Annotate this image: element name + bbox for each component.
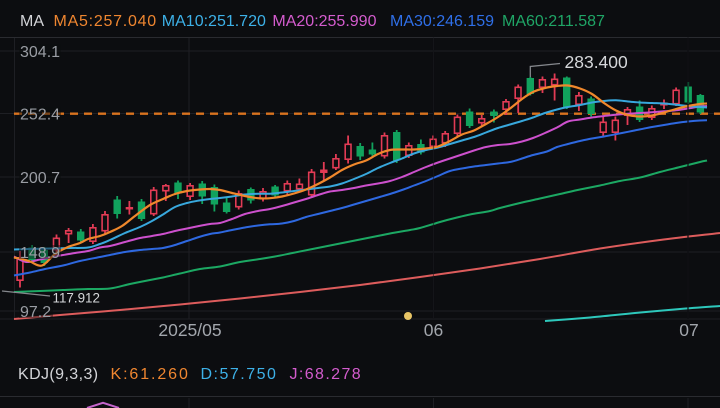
svg-text:MA10:251.720: MA10:251.720 bbox=[162, 13, 266, 30]
svg-text:200.7: 200.7 bbox=[20, 170, 60, 187]
svg-text:MA30:246.159: MA30:246.159 bbox=[390, 13, 494, 30]
svg-text:06: 06 bbox=[424, 320, 443, 340]
svg-text:KDJ(9,3,3): KDJ(9,3,3) bbox=[18, 366, 98, 383]
svg-text:252.4: 252.4 bbox=[20, 107, 60, 124]
svg-text:D:57.750: D:57.750 bbox=[201, 366, 278, 383]
svg-text:MA20:255.990: MA20:255.990 bbox=[272, 13, 376, 30]
svg-text:07: 07 bbox=[679, 320, 698, 340]
svg-text:J:68.278: J:68.278 bbox=[290, 366, 363, 383]
svg-text:MA60:211.587: MA60:211.587 bbox=[502, 13, 605, 30]
svg-text:MA: MA bbox=[20, 13, 44, 30]
svg-text:K:61.260: K:61.260 bbox=[111, 366, 190, 383]
svg-text:117.912: 117.912 bbox=[53, 291, 100, 306]
svg-text:2025/05: 2025/05 bbox=[158, 320, 221, 340]
svg-text:97.2: 97.2 bbox=[20, 304, 51, 321]
svg-text:MA5:257.040: MA5:257.040 bbox=[54, 13, 157, 30]
svg-text:304.1: 304.1 bbox=[20, 44, 60, 61]
svg-text:148.9: 148.9 bbox=[20, 245, 60, 262]
svg-text:283.400: 283.400 bbox=[565, 52, 629, 72]
